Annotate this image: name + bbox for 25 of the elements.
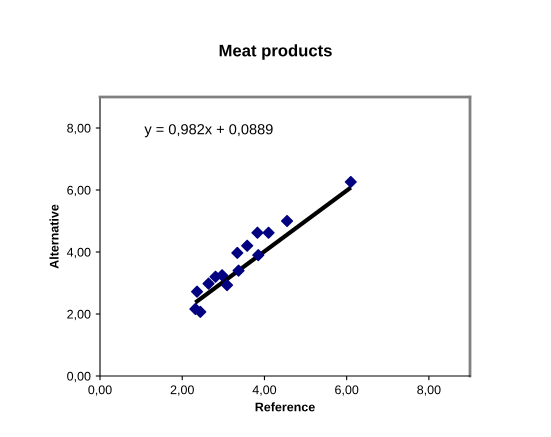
point [190,286,204,298]
x-tick-label: 8,00 [417,385,441,396]
point [241,240,254,252]
point [202,278,215,290]
x-tick-label: 0,00 [88,385,112,396]
point [231,246,244,260]
x-axis-title: Reference [256,402,315,412]
chart-title: Meat products [220,44,332,60]
y-tick-label: 4,00 [66,248,90,258]
point [232,264,245,277]
x-tick-label: 4,00 [252,385,276,396]
x-tick-label: 6,00 [335,385,358,396]
y-tick-label: 8,00 [67,124,90,134]
x-tick-label: 2,00 [170,385,194,396]
point [262,226,275,239]
point [280,214,294,228]
point [251,226,264,239]
y-tick-label: 2,00 [67,310,90,320]
annotation: y = 0,982x + 0,0889 [144,124,273,138]
point [344,176,357,188]
point [252,249,264,262]
point [220,279,234,292]
y-tick-label: 6,00 [67,186,90,196]
y-axis-title: Alternative [49,204,59,268]
y-tick-label: 0,00 [67,372,90,382]
